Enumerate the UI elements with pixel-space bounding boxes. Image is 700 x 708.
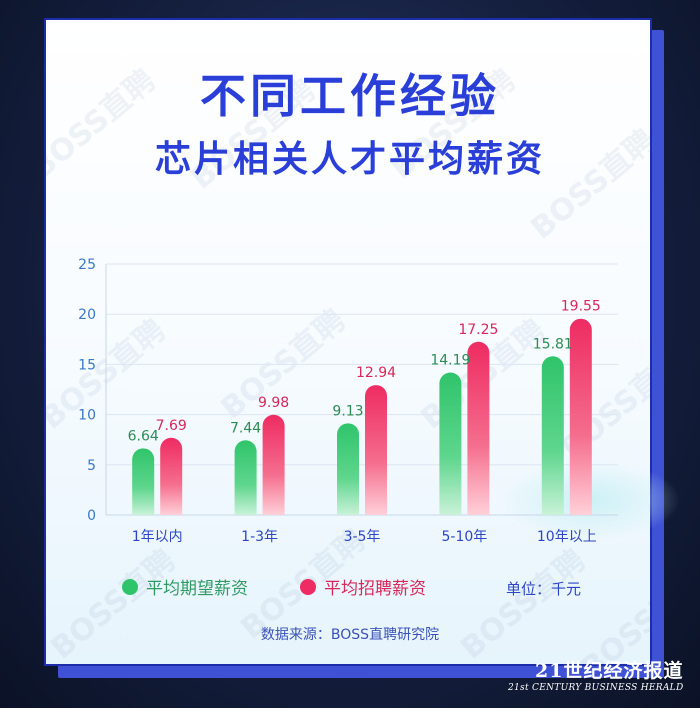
value-label-offered: 12.94 <box>356 365 396 381</box>
bar-expected <box>439 372 462 515</box>
value-label-offered: 19.55 <box>561 299 601 315</box>
bar-expected <box>132 448 155 515</box>
unit-label: 单位：千元 <box>506 580 582 598</box>
legend-label-offered: 平均招聘薪资 <box>324 579 426 599</box>
y-tick-label: 20 <box>78 307 96 323</box>
bar-offered <box>262 414 285 515</box>
bar-expected <box>337 423 359 515</box>
y-tick-label: 15 <box>78 357 96 373</box>
legend-dot-green-icon <box>122 578 138 595</box>
value-label-expected: 6.64 <box>128 428 159 444</box>
bar-offered <box>365 385 387 515</box>
infographic-card: BOSS直聘 BOSS直聘 BOSS直聘 BOSS直聘 BOSS直聘 BOSS直聘 BOSS… <box>44 18 652 666</box>
bar-expected <box>234 440 257 515</box>
y-tick-label: 5 <box>87 458 96 474</box>
x-tick-label: 10年以上 <box>537 529 597 545</box>
legend-dot-red-icon <box>300 578 316 595</box>
x-tick-label: 3-5年 <box>344 529 381 545</box>
bar-offered <box>467 341 490 515</box>
chart-subtitle: 芯片相关人才平均薪资 <box>154 139 545 180</box>
logo-line1: 21世纪经济报道 <box>535 660 684 682</box>
x-tick-label: 1年以内 <box>132 529 183 545</box>
value-label-offered: 17.25 <box>458 322 498 338</box>
value-label-expected: 14.19 <box>430 353 470 369</box>
y-tick-label: 0 <box>87 508 96 524</box>
x-tick-label: 1-3年 <box>241 529 278 545</box>
bar-offered <box>160 437 183 515</box>
x-tick-label: 5-10年 <box>442 529 488 545</box>
value-label-expected: 9.13 <box>332 403 363 419</box>
legend-item-offered: 平均招聘薪资 <box>300 574 426 599</box>
value-label-offered: 9.98 <box>258 395 289 411</box>
legend-label-expected: 平均期望薪资 <box>146 579 248 599</box>
value-label-expected: 15.81 <box>533 336 573 352</box>
chart-title: 不同工作经验 <box>200 69 500 123</box>
value-label-expected: 7.44 <box>230 420 261 436</box>
data-source: 数据来源：BOSS直聘研究院 <box>260 627 440 643</box>
publisher-logo: 21世纪经济报道 21st CENTURY BUSINESS HERALD <box>508 662 683 693</box>
bar-expected <box>541 356 564 515</box>
logo-line2: 21st CENTURY BUSINESS HERALD <box>508 683 684 693</box>
value-label-offered: 7.69 <box>156 418 187 434</box>
y-tick-label: 25 <box>78 257 96 273</box>
legend-item-expected: 平均期望薪资 <box>122 574 248 599</box>
bar-offered <box>569 318 592 515</box>
y-tick-label: 10 <box>78 408 96 424</box>
